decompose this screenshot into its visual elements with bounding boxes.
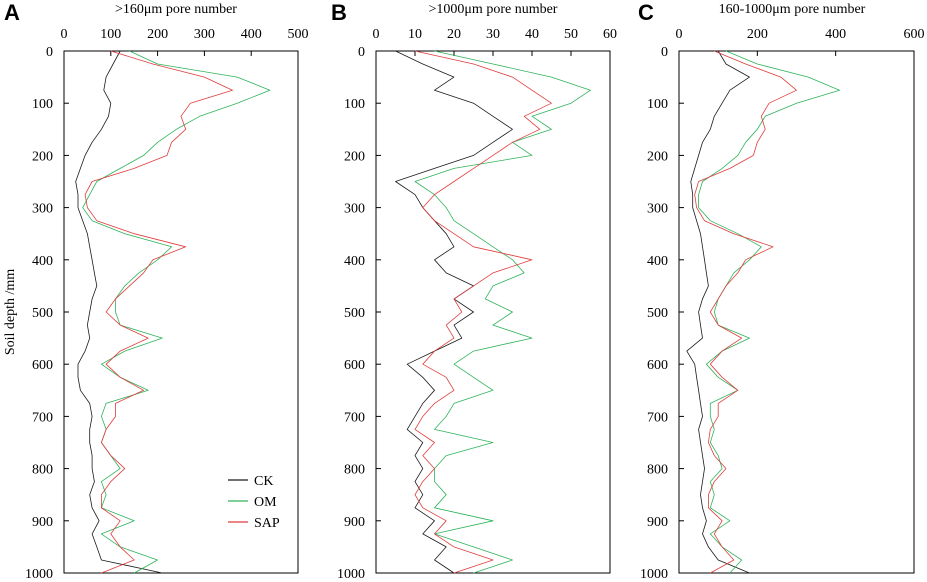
y-tick-label: 300 [344, 202, 365, 217]
y-tick-label: 100 [32, 97, 53, 112]
y-tick-label: 300 [32, 202, 53, 217]
y-tick-label: 600 [32, 358, 53, 373]
x-tick-label: 0 [61, 27, 68, 42]
y-tick-label: 1000 [337, 567, 365, 582]
y-tick-label: 0 [661, 45, 668, 60]
series-line-om [698, 50, 840, 574]
y-tick-label: 300 [647, 202, 668, 217]
x-tick-label: 10 [408, 27, 422, 42]
y-tick-label: 800 [344, 463, 365, 478]
legend: CK OM SAP [228, 474, 280, 531]
panel-title: >1000μm pore number [429, 2, 558, 17]
y-tick-label: 900 [647, 515, 668, 530]
x-tick-label: 20 [447, 27, 461, 42]
y-tick-label: 400 [32, 254, 53, 269]
y-tick-label: 700 [32, 410, 53, 425]
y-tick-label: 1000 [640, 567, 668, 582]
x-tick-label: 200 [747, 27, 768, 42]
x-tick-label: 30 [486, 27, 500, 42]
y-tick-label: 200 [32, 149, 53, 164]
x-tick-label: 0 [676, 27, 683, 42]
panel-letter: C [638, 0, 654, 25]
panel-letter: B [331, 0, 347, 25]
y-tick-label: 100 [344, 97, 365, 112]
y-tick-label: 800 [647, 463, 668, 478]
series-line-sap [414, 50, 552, 574]
series-line-om [414, 50, 591, 574]
panel-title: >160μm pore number [115, 2, 237, 17]
x-tick-label: 60 [603, 27, 617, 42]
y-tick-label: 0 [46, 45, 53, 60]
legend-label-ck: CK [254, 474, 273, 489]
x-tick-label: 400 [825, 27, 846, 42]
series-line-sap [84, 50, 233, 574]
y-tick-label: 700 [344, 410, 365, 425]
y-tick-label: 500 [344, 306, 365, 321]
y-tick-label: 700 [647, 410, 668, 425]
x-tick-label: 0 [373, 27, 380, 42]
x-tick-label: 300 [194, 27, 215, 42]
y-tick-label: 100 [647, 97, 668, 112]
series-line-ck [686, 50, 750, 574]
y-tick-label: 900 [32, 515, 53, 530]
x-tick-label: 200 [147, 27, 168, 42]
panel-letter: A [4, 0, 20, 25]
y-tick-label: 600 [344, 358, 365, 373]
y-tick-label: 400 [344, 254, 365, 269]
x-tick-label: 400 [241, 27, 262, 42]
series-line-sap [694, 50, 797, 574]
y-axis-label: Soil depth /mm [3, 269, 18, 355]
y-tick-label: 800 [32, 463, 53, 478]
legend-label-sap: SAP [254, 516, 280, 531]
panel-a: A >160μm pore number 0 100 200 300 400 500 0 100 2… [3, 0, 309, 582]
x-tick-label: 40 [525, 27, 539, 42]
x-tick-label: 500 [288, 27, 309, 42]
x-tick-label: 100 [100, 27, 121, 42]
series-line-ck [395, 50, 513, 574]
x-tick-label: 600 [904, 27, 925, 42]
y-tick-label: 500 [32, 306, 53, 321]
panel-c: C 160-1000μm pore number 0 200 400 600 0 100 200… [638, 0, 925, 582]
y-tick-label: 0 [358, 45, 365, 60]
legend-label-om: OM [254, 495, 277, 510]
series-line-om [82, 50, 271, 574]
y-tick-label: 600 [647, 358, 668, 373]
y-tick-label: 1000 [25, 567, 53, 582]
y-tick-label: 200 [344, 149, 365, 164]
y-tick-label: 900 [344, 515, 365, 530]
y-tick-label: 500 [647, 306, 668, 321]
x-tick-label: 50 [564, 27, 578, 42]
y-tick-label: 200 [647, 149, 668, 164]
series-line-ck [75, 50, 163, 574]
plot-frame [375, 50, 611, 574]
y-tick-label: 400 [647, 254, 668, 269]
panel-title: 160-1000μm pore number [719, 2, 866, 17]
